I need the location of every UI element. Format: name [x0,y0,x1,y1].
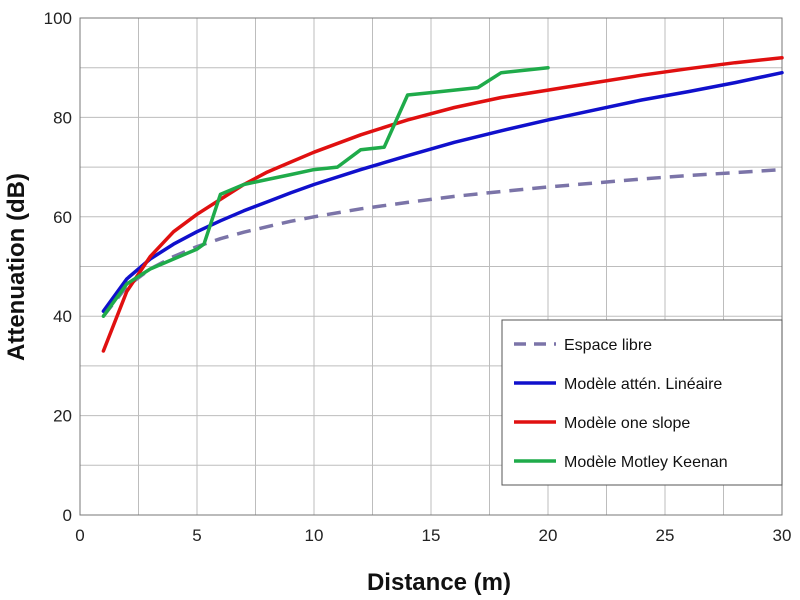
x-tick-label: 20 [539,526,558,545]
legend-label-4: Modèle Motley Keenan [564,454,728,471]
y-tick-label: 100 [44,9,72,28]
series-line-1 [102,167,783,318]
x-axis-title: Distance (m) [367,569,511,596]
legend-label-1: Espace libre [564,337,652,354]
x-tick-label: 5 [192,526,201,545]
y-tick-label: 20 [53,407,72,426]
legend: Espace libre Modèle attén. Linéaire Modèle… [501,319,783,486]
legend-box [501,319,783,486]
series-line-2 [101,70,784,313]
plot-frame [79,17,783,516]
series-layer [101,56,784,353]
y-tick-label: 80 [53,108,72,127]
y-axis-title: Attenuation (dB) [3,173,30,361]
y-tick-label: 40 [53,307,72,326]
legend-label-3: Modèle one slope [564,415,690,432]
x-tick-label: 25 [656,526,675,545]
x-tick-label: 15 [422,526,441,545]
x-tick-label: 30 [773,526,792,545]
tick-labels: 0 5 10 15 20 25 30 0 20 40 60 80 100 [44,9,792,545]
series-line-3 [101,56,784,353]
legend-items: Espace libre Modèle attén. Linéaire Modèle… [514,337,728,471]
x-tick-label: 10 [305,526,324,545]
y-tick-label: 0 [63,506,72,525]
legend-label-2: Modèle attén. Linéaire [564,376,722,393]
series-line-4 [101,65,550,318]
x-tick-label: 0 [75,526,84,545]
y-tick-label: 60 [53,208,72,227]
